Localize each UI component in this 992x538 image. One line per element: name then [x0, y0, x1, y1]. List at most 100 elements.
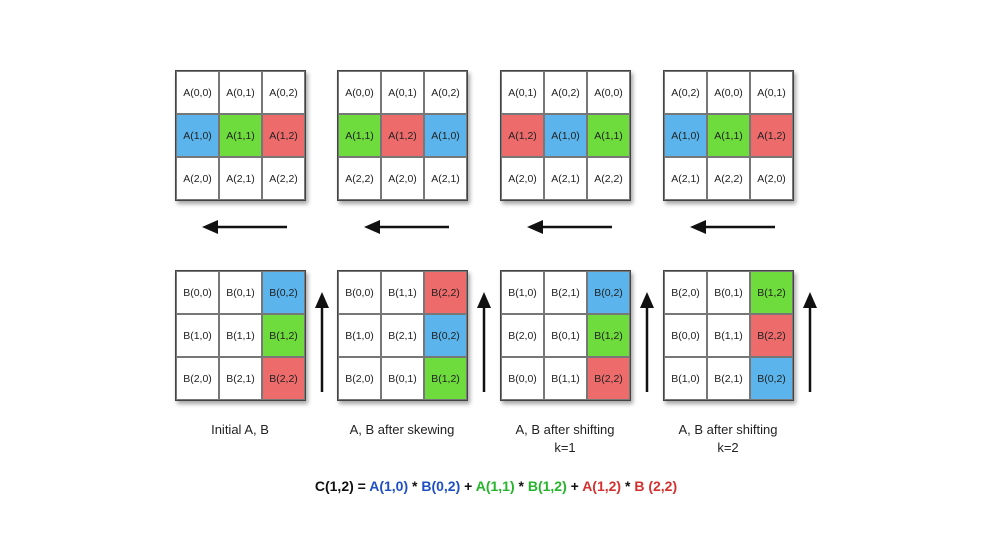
- matrix-a-stage-1-cell-1-0: A(1,0): [176, 114, 219, 157]
- stage-caption-line: k=1: [554, 440, 576, 455]
- matrix-a-stage-2: A(0,0) A(0,1) A(0,2) A(1,1) A(1,2) A(1,0) A(2,…: [337, 70, 468, 201]
- shift-left-arrow-stage-3: [527, 220, 612, 234]
- matrix-a-stage-1-cell-2-1: A(2,1): [219, 157, 262, 200]
- matrix-b-stage-4-cell-0-2: B(1,2): [750, 271, 793, 314]
- matrix-b-stage-2-cell-0-0: B(0,0): [338, 271, 381, 314]
- matrix-a-stage-1-cell-2-0: A(2,0): [176, 157, 219, 200]
- matrix-a-stage-4: A(0,2) A(0,0) A(0,1) A(1,0) A(1,1) A(1,2) A(2,…: [663, 70, 794, 201]
- matrix-b-stage-4-cell-1-2: B(2,2): [750, 314, 793, 357]
- formula-term-2: *: [408, 478, 422, 494]
- matrix-a-stage-1-cell-0-1: A(0,1): [219, 71, 262, 114]
- matrix-b-stage-2-cell-1-2: B(0,2): [424, 314, 467, 357]
- formula: C(1,2) = A(1,0) * B(0,2) + A(1,1) * B(1,…: [0, 478, 992, 494]
- matrix-b-stage-1-cell-0-1: B(0,1): [219, 271, 262, 314]
- matrix-b-stage-1-cell-2-1: B(2,1): [219, 357, 262, 400]
- matrix-b-stage-4-cell-1-1: B(1,1): [707, 314, 750, 357]
- formula-term-7: B(1,2): [527, 478, 567, 494]
- matrix-a-stage-3-cell-0-1: A(0,2): [544, 71, 587, 114]
- stage-caption-line: Initial A, B: [211, 422, 269, 437]
- matrix-a-stage-4-cell-0-1: A(0,0): [707, 71, 750, 114]
- formula-term-8: +: [566, 478, 583, 494]
- matrix-a-stage-1-cell-0-0: A(0,0): [176, 71, 219, 114]
- matrix-a-stage-3-cell-1-1: A(1,0): [544, 114, 587, 157]
- matrix-b-stage-1: B(0,0) B(0,1) B(0,2) B(1,0) B(1,1) B(1,2) B(2,…: [175, 270, 306, 401]
- matrix-a-stage-4-cell-2-2: A(2,0): [750, 157, 793, 200]
- matrix-b-stage-3-cell-1-0: B(2,0): [501, 314, 544, 357]
- matrix-b-stage-4-cell-2-1: B(2,1): [707, 357, 750, 400]
- matrix-b-stage-3-cell-1-1: B(0,1): [544, 314, 587, 357]
- matrix-a-stage-3: A(0,1) A(0,2) A(0,0) A(1,2) A(1,0) A(1,1) A(2,…: [500, 70, 631, 201]
- matrix-b-stage-1-cell-1-1: B(1,1): [219, 314, 262, 357]
- shift-left-arrow-stage-4: [690, 220, 775, 234]
- matrix-b-stage-2: B(0,0) B(1,1) B(2,2) B(1,0) B(2,1) B(0,2) B(2,…: [337, 270, 468, 401]
- shift-up-arrow-stage-3: [640, 292, 654, 392]
- shift-left-arrow-stage-2: [364, 220, 449, 234]
- matrix-a-stage-3-cell-0-2: A(0,0): [587, 71, 630, 114]
- matrix-a-stage-2-cell-1-2: A(1,0): [424, 114, 467, 157]
- shift-left-arrow-stage-1: [202, 220, 287, 234]
- matrix-b-stage-2-cell-2-0: B(2,0): [338, 357, 381, 400]
- matrix-b-stage-3-cell-0-1: B(2,1): [544, 271, 587, 314]
- matrix-a-stage-3-cell-0-0: A(0,1): [501, 71, 544, 114]
- stage-caption-2: A, B after skewing: [317, 421, 487, 439]
- matrix-b-stage-2-cell-1-0: B(1,0): [338, 314, 381, 357]
- shift-up-arrow-stage-2: [477, 292, 491, 392]
- matrix-b-stage-2-cell-1-1: B(2,1): [381, 314, 424, 357]
- matrix-a-stage-4-cell-1-1: A(1,1): [707, 114, 750, 157]
- matrix-a-stage-2-cell-1-1: A(1,2): [381, 114, 424, 157]
- matrix-b-stage-1-cell-2-2: B(2,2): [262, 357, 305, 400]
- matrix-a-stage-2-cell-2-0: A(2,2): [338, 157, 381, 200]
- stage-caption-line: A, B after skewing: [349, 422, 455, 437]
- matrix-b-stage-1-cell-1-0: B(1,0): [176, 314, 219, 357]
- matrix-b-stage-3-cell-0-0: B(1,0): [501, 271, 544, 314]
- matrix-a-stage-1-cell-2-2: A(2,2): [262, 157, 305, 200]
- matrix-a-stage-4-cell-0-2: A(0,1): [750, 71, 793, 114]
- matrix-a-stage-3-cell-2-1: A(2,1): [544, 157, 587, 200]
- stage-caption-4: A, B after shifting k=2: [643, 421, 813, 457]
- shift-up-arrow-stage-1: [315, 292, 329, 392]
- formula-term-4: +: [460, 478, 476, 494]
- stage-caption-1: Initial A, B: [155, 421, 325, 439]
- matrix-b-stage-2-cell-2-2: B(1,2): [424, 357, 467, 400]
- matrix-a-stage-2-cell-1-0: A(1,1): [338, 114, 381, 157]
- shift-up-arrow-stage-4: [803, 292, 817, 392]
- matrix-a-stage-2-cell-0-2: A(0,2): [424, 71, 467, 114]
- matrix-b-stage-3-cell-0-2: B(0,2): [587, 271, 630, 314]
- matrix-b-stage-4-cell-1-0: B(0,0): [664, 314, 707, 357]
- stage-caption-3: A, B after shifting k=1: [480, 421, 650, 457]
- formula-term-9: A(1,2): [582, 478, 622, 494]
- matrix-a-stage-3-cell-1-2: A(1,1): [587, 114, 630, 157]
- stage-caption-line: k=2: [717, 440, 739, 455]
- matrix-a-stage-4-cell-2-0: A(2,1): [664, 157, 707, 200]
- matrix-b-stage-4: B(2,0) B(0,1) B(1,2) B(0,0) B(1,1) B(2,2) B(1,…: [663, 270, 794, 401]
- matrix-a-stage-1: A(0,0) A(0,1) A(0,2) A(1,0) A(1,1) A(1,2) A(2,…: [175, 70, 306, 201]
- formula-term-5: A(1,1): [475, 478, 515, 494]
- matrix-b-stage-3-cell-2-1: B(1,1): [544, 357, 587, 400]
- matrix-b-stage-2-cell-2-1: B(0,1): [381, 357, 424, 400]
- matrix-a-stage-4-cell-1-2: A(1,2): [750, 114, 793, 157]
- matrix-b-stage-2-cell-0-1: B(1,1): [381, 271, 424, 314]
- matrix-b-stage-4-cell-0-1: B(0,1): [707, 271, 750, 314]
- matrix-a-stage-3-cell-2-0: A(2,0): [501, 157, 544, 200]
- stage-caption-line: A, B after shifting: [515, 422, 615, 437]
- matrix-a-stage-2-cell-2-2: A(2,1): [424, 157, 467, 200]
- formula-term-11: B (2,2): [634, 478, 678, 494]
- matrix-b-stage-3: B(1,0) B(2,1) B(0,2) B(2,0) B(0,1) B(1,2) B(0,…: [500, 270, 631, 401]
- matrix-b-stage-3-cell-2-0: B(0,0): [501, 357, 544, 400]
- formula-term-3: B(0,2): [421, 478, 461, 494]
- matrix-a-stage-2-cell-0-1: A(0,1): [381, 71, 424, 114]
- stage-caption-line: A, B after shifting: [678, 422, 778, 437]
- matrix-a-stage-4-cell-1-0: A(1,0): [664, 114, 707, 157]
- matrix-b-stage-2-cell-0-2: B(2,2): [424, 271, 467, 314]
- matrix-b-stage-4-cell-2-0: B(1,0): [664, 357, 707, 400]
- formula-term-0: C(1,2) =: [314, 478, 370, 494]
- formula-term-1: A(1,0): [369, 478, 409, 494]
- matrix-a-stage-3-cell-2-2: A(2,2): [587, 157, 630, 200]
- matrix-a-stage-1-cell-1-2: A(1,2): [262, 114, 305, 157]
- matrix-b-stage-1-cell-1-2: B(1,2): [262, 314, 305, 357]
- matrix-b-stage-1-cell-2-0: B(2,0): [176, 357, 219, 400]
- matrix-a-stage-3-cell-1-0: A(1,2): [501, 114, 544, 157]
- matrix-b-stage-1-cell-0-0: B(0,0): [176, 271, 219, 314]
- matrix-a-stage-4-cell-0-0: A(0,2): [664, 71, 707, 114]
- matrix-a-stage-2-cell-0-0: A(0,0): [338, 71, 381, 114]
